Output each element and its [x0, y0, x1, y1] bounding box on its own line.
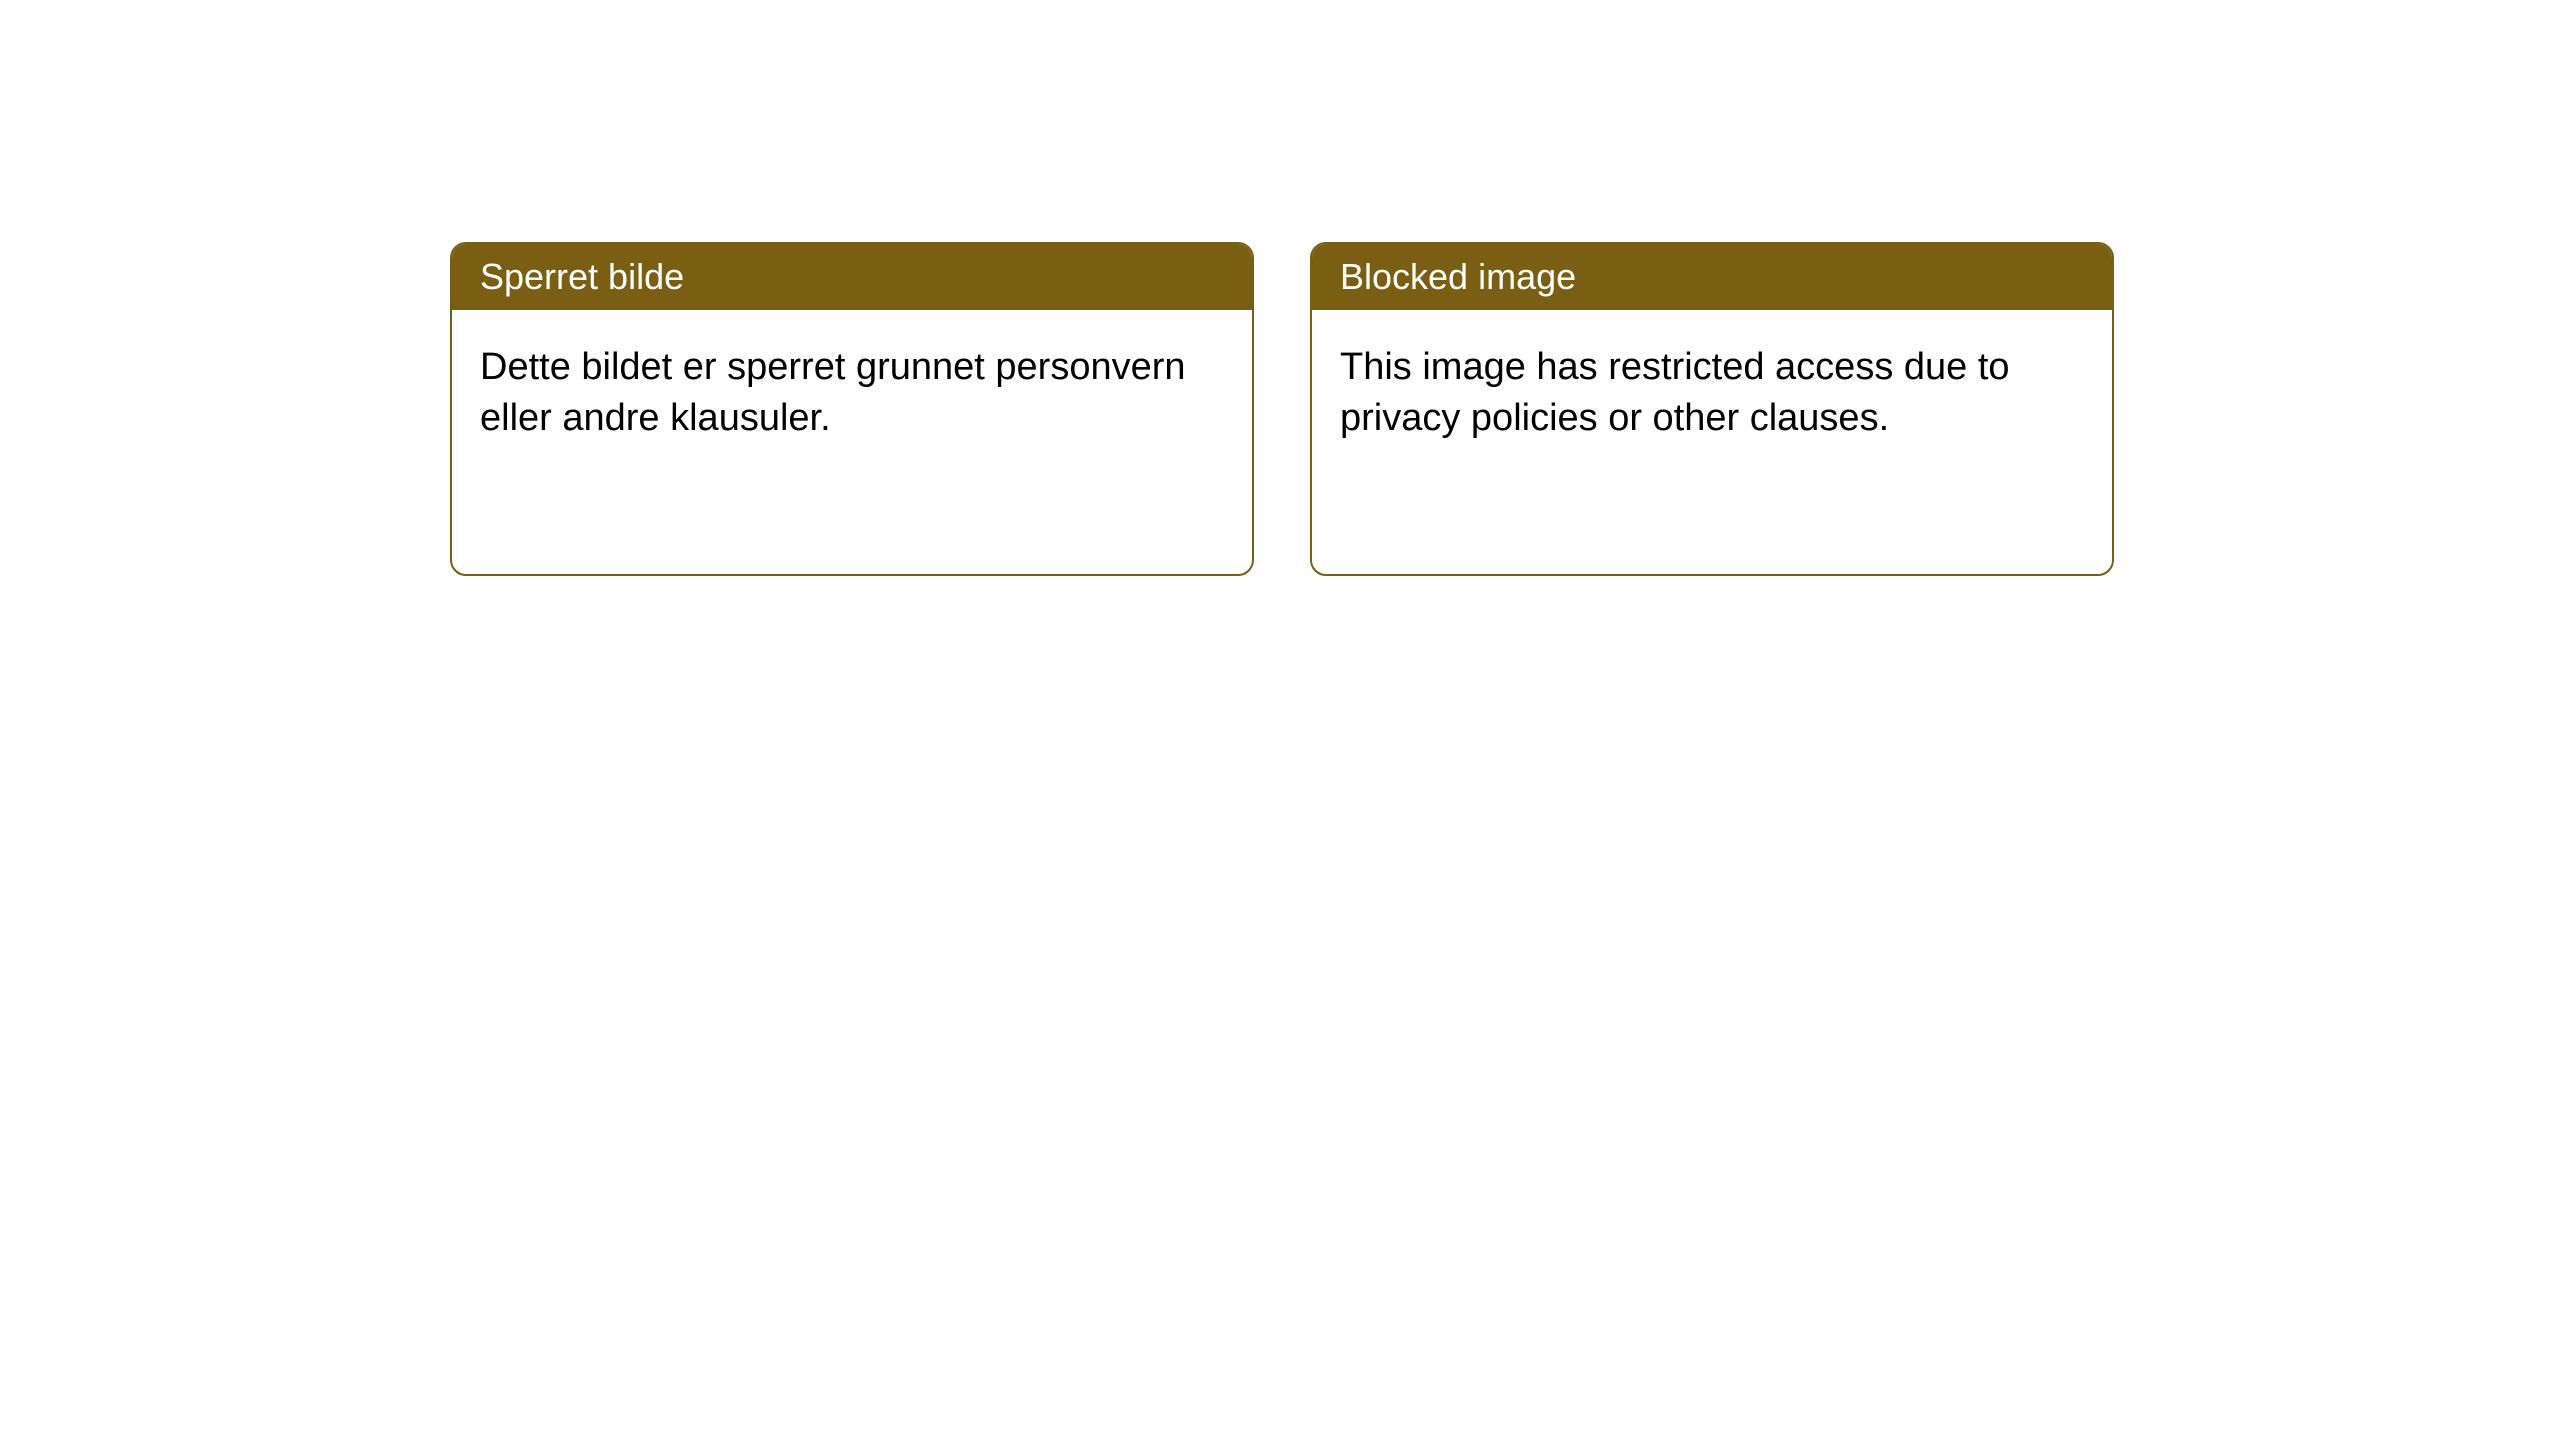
notice-header: Blocked image: [1312, 244, 2112, 310]
notice-body-text: This image has restricted access due to …: [1340, 346, 2010, 439]
notice-header-text: Sperret bilde: [480, 256, 684, 297]
notice-card-norwegian: Sperret bilde Dette bildet er sperret gr…: [450, 242, 1254, 576]
notice-card-english: Blocked image This image has restricted …: [1310, 242, 2114, 576]
notice-container: Sperret bilde Dette bildet er sperret gr…: [0, 0, 2560, 576]
notice-header: Sperret bilde: [452, 244, 1252, 310]
notice-body: Dette bildet er sperret grunnet personve…: [452, 310, 1252, 477]
notice-header-text: Blocked image: [1340, 256, 1576, 297]
notice-body: This image has restricted access due to …: [1312, 310, 2112, 477]
notice-body-text: Dette bildet er sperret grunnet personve…: [480, 346, 1186, 439]
